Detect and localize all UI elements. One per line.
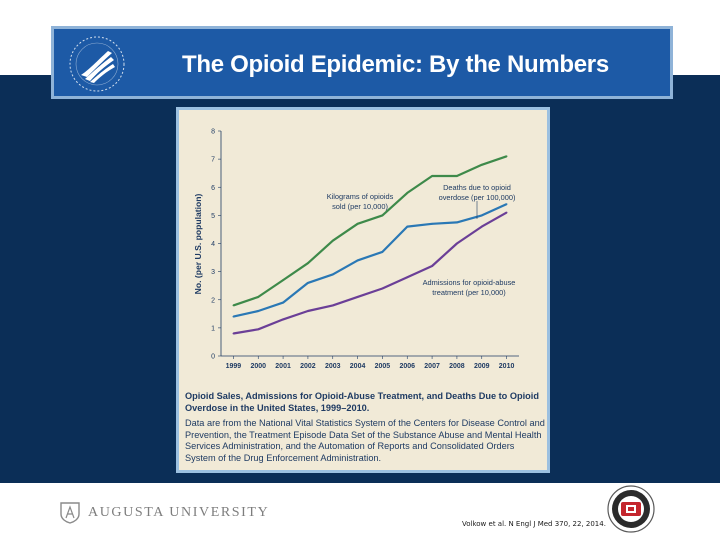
data-point-deaths bbox=[431, 222, 433, 225]
figure-panel: 0 1 2 3 4 5 6 7 8 1999 2000 2001 2002 2003 2004 2005 200… bbox=[176, 107, 550, 473]
data-point-deaths bbox=[331, 273, 334, 276]
y-axis-label: No. (per U.S. population) bbox=[193, 193, 203, 294]
data-point-kg bbox=[307, 262, 309, 265]
university-name: AUGUSTA UNIVERSITY bbox=[88, 505, 270, 520]
y-tick-label: 6 bbox=[211, 185, 215, 192]
data-point-deaths bbox=[480, 214, 483, 217]
data-point-admissions bbox=[381, 287, 384, 290]
data-point-admissions bbox=[431, 265, 433, 267]
data-point-deaths bbox=[257, 310, 260, 312]
citation-text: Volkow et al. N Engl J Med 370, 22, 2014… bbox=[462, 520, 606, 528]
annotation-admissions: Admissions for opioid-abuse bbox=[423, 278, 516, 287]
data-point-kg bbox=[356, 222, 359, 225]
data-point-admissions bbox=[307, 310, 309, 312]
data-point-deaths bbox=[282, 301, 284, 304]
y-tick-label: 4 bbox=[211, 241, 215, 248]
data-point-deaths bbox=[232, 315, 235, 318]
data-point-admissions bbox=[331, 304, 334, 307]
data-point-kg bbox=[505, 155, 508, 158]
x-tick-label: 2009 bbox=[474, 363, 490, 370]
x-tick-label: 2004 bbox=[350, 363, 366, 370]
data-point-admissions bbox=[232, 332, 235, 335]
title-banner: The Opioid Epidemic: By the Numbers bbox=[51, 26, 673, 99]
x-tick-label: 2002 bbox=[300, 363, 316, 370]
hhs-eagle-logo bbox=[69, 36, 125, 92]
data-point-deaths bbox=[505, 203, 508, 206]
x-tick-label: 2003 bbox=[325, 363, 341, 370]
data-point-kg bbox=[480, 163, 483, 166]
y-tick-label: 7 bbox=[211, 157, 215, 164]
x-tick-label: 1999 bbox=[226, 363, 242, 370]
data-point-admissions bbox=[456, 242, 458, 245]
footer-bar bbox=[0, 483, 720, 540]
y-tick-label: 2 bbox=[211, 297, 215, 304]
series-line-admissions bbox=[233, 211, 508, 335]
circular-seal-logo bbox=[607, 485, 655, 533]
y-tick-label: 8 bbox=[211, 129, 215, 136]
data-point-admissions bbox=[480, 225, 483, 228]
data-point-kg bbox=[282, 279, 284, 281]
data-point-kg bbox=[331, 239, 334, 242]
annotation-deaths: overdose (per 100,000) bbox=[439, 193, 516, 202]
data-point-kg bbox=[431, 175, 433, 177]
data-point-admissions bbox=[505, 211, 508, 214]
x-tick-label: 2010 bbox=[499, 363, 515, 370]
y-tick-label: 3 bbox=[211, 269, 215, 276]
x-tick-label: 2000 bbox=[250, 363, 266, 370]
figure-caption: Opioid Sales, Admissions for Opioid-Abus… bbox=[185, 391, 545, 465]
slide-title: The Opioid Epidemic: By the Numbers bbox=[182, 51, 609, 78]
data-point-kg bbox=[381, 214, 384, 217]
data-point-deaths bbox=[381, 251, 384, 253]
data-point-kg bbox=[406, 191, 409, 194]
chart-series bbox=[232, 155, 508, 335]
annotation-kg: Kilograms of opioids bbox=[327, 192, 394, 201]
y-tick-label: 1 bbox=[211, 325, 215, 332]
caption-title: Opioid Sales, Admissions for Opioid-Abus… bbox=[185, 391, 539, 413]
data-point-admissions bbox=[282, 318, 284, 321]
data-point-deaths bbox=[307, 281, 309, 284]
data-point-admissions bbox=[356, 296, 359, 298]
x-tick-label: 2007 bbox=[424, 363, 440, 370]
data-point-kg bbox=[257, 296, 260, 298]
data-point-deaths bbox=[456, 221, 458, 224]
data-point-admissions bbox=[257, 328, 260, 331]
annotation-kg: sold (per 10,000) bbox=[332, 202, 388, 211]
annotation-deaths: Deaths due to opioid bbox=[443, 183, 511, 192]
chart-axes: 0 1 2 3 4 5 6 7 8 1999 2000 2001 2002 2003 2004 2005 200… bbox=[211, 129, 519, 370]
caption-body: Data are from the National Vital Statist… bbox=[185, 418, 545, 463]
y-tick-label: 5 bbox=[211, 213, 215, 220]
series-line-kg bbox=[233, 155, 507, 307]
data-point-kg bbox=[232, 304, 235, 307]
augusta-shield-icon bbox=[60, 502, 80, 524]
data-point-kg bbox=[456, 175, 458, 177]
x-tick-label: 2001 bbox=[275, 363, 291, 370]
line-chart: 0 1 2 3 4 5 6 7 8 1999 2000 2001 2002 2003 2004 2005 200… bbox=[193, 129, 519, 370]
y-tick-label: 0 bbox=[211, 354, 215, 361]
data-point-deaths bbox=[406, 225, 409, 228]
x-tick-label: 2006 bbox=[399, 363, 415, 370]
data-point-admissions bbox=[406, 276, 409, 279]
data-point-deaths bbox=[356, 259, 359, 262]
annotation-admissions: treatment (per 10,000) bbox=[432, 288, 506, 297]
series-line-deaths bbox=[233, 203, 508, 318]
x-tick-label: 2005 bbox=[375, 363, 391, 370]
x-tick-label: 2008 bbox=[449, 363, 465, 370]
